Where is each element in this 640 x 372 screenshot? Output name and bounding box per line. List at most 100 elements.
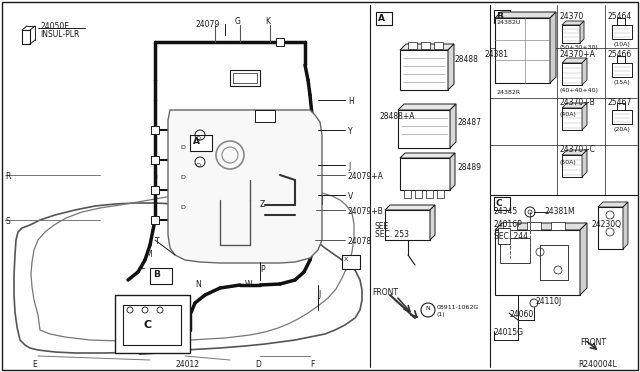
Text: 25467: 25467 <box>608 98 632 107</box>
Text: N: N <box>195 280 201 289</box>
Text: 24370: 24370 <box>560 12 584 21</box>
Bar <box>151 186 159 194</box>
Text: 08911-1062G: 08911-1062G <box>437 305 479 310</box>
Text: 24079+A: 24079+A <box>348 172 384 181</box>
Polygon shape <box>168 110 322 263</box>
Polygon shape <box>582 58 587 85</box>
Text: 28488+A: 28488+A <box>380 112 415 121</box>
Text: H: H <box>348 97 354 106</box>
Polygon shape <box>495 12 556 18</box>
Bar <box>495 230 580 295</box>
Bar <box>404 190 411 198</box>
Text: T: T <box>155 237 159 246</box>
Text: 24079+B: 24079+B <box>348 207 384 216</box>
Bar <box>276 38 284 46</box>
Text: N: N <box>426 305 430 311</box>
Text: D: D <box>180 145 185 150</box>
Bar <box>494 197 510 210</box>
Text: R: R <box>5 172 10 181</box>
Bar <box>196 216 204 224</box>
Polygon shape <box>562 150 587 155</box>
Bar <box>540 245 568 280</box>
Text: Y: Y <box>348 127 353 136</box>
Text: (20A): (20A) <box>614 127 631 132</box>
Polygon shape <box>623 202 628 249</box>
Polygon shape <box>385 205 435 210</box>
Polygon shape <box>562 103 587 108</box>
Bar <box>562 25 580 43</box>
Text: SEE: SEE <box>375 222 389 231</box>
Text: B: B <box>496 12 503 21</box>
Bar <box>437 190 444 198</box>
Bar <box>196 186 204 194</box>
Polygon shape <box>562 21 584 25</box>
Bar <box>500 238 530 263</box>
Text: S: S <box>5 217 10 226</box>
Polygon shape <box>582 103 587 130</box>
Bar <box>255 110 275 122</box>
Text: C: C <box>496 199 502 208</box>
Text: P: P <box>260 265 264 274</box>
Bar <box>408 42 417 49</box>
Bar <box>562 155 582 177</box>
Text: (1): (1) <box>437 312 445 317</box>
Text: K: K <box>265 17 270 26</box>
Text: G: G <box>235 17 241 26</box>
Polygon shape <box>550 12 556 83</box>
Polygon shape <box>398 104 456 110</box>
Text: (40A): (40A) <box>560 112 577 117</box>
Text: 24110J: 24110J <box>536 297 563 306</box>
Polygon shape <box>495 223 587 230</box>
Polygon shape <box>430 205 435 240</box>
Bar <box>503 222 517 230</box>
Bar <box>598 207 623 249</box>
Bar <box>376 12 392 25</box>
Text: 24016P: 24016P <box>494 220 523 229</box>
Text: 24381M: 24381M <box>545 207 575 216</box>
Bar <box>233 73 257 83</box>
Bar <box>551 222 565 230</box>
Polygon shape <box>400 44 454 50</box>
Text: 24370+B: 24370+B <box>560 98 596 107</box>
Text: SEC. 244: SEC. 244 <box>494 232 528 241</box>
Text: 24060: 24060 <box>510 310 534 319</box>
Bar <box>151 216 159 224</box>
Bar <box>400 50 448 90</box>
Bar <box>196 156 204 164</box>
Bar <box>251 186 259 194</box>
Bar <box>498 228 510 244</box>
Text: Q: Q <box>195 135 200 141</box>
Bar <box>385 210 430 240</box>
Text: FRONT: FRONT <box>580 338 606 347</box>
Text: 25464: 25464 <box>608 12 632 21</box>
Bar <box>495 18 550 83</box>
Text: V: V <box>348 192 353 201</box>
Text: 24079: 24079 <box>195 20 220 29</box>
Polygon shape <box>400 153 455 158</box>
Bar <box>196 126 204 134</box>
Text: (50+30+30): (50+30+30) <box>560 45 599 50</box>
Bar <box>151 156 159 164</box>
Text: A: A <box>378 14 385 23</box>
Bar <box>151 126 159 134</box>
Bar <box>398 110 450 148</box>
Text: 28489: 28489 <box>458 163 482 172</box>
Polygon shape <box>562 58 587 63</box>
Bar <box>261 156 269 164</box>
Text: 24381: 24381 <box>485 50 509 59</box>
Text: 28487: 28487 <box>458 118 482 127</box>
Bar <box>115 295 190 353</box>
Circle shape <box>421 303 435 317</box>
Bar <box>400 158 450 190</box>
Text: R240004L: R240004L <box>578 360 617 369</box>
Text: (50A): (50A) <box>560 160 577 165</box>
Text: 24015G: 24015G <box>494 328 524 337</box>
Polygon shape <box>448 44 454 90</box>
Bar <box>612 25 632 39</box>
Text: D: D <box>180 205 185 210</box>
Text: INSUL-PLR: INSUL-PLR <box>40 30 79 39</box>
Polygon shape <box>580 21 584 43</box>
Text: J: J <box>348 162 350 171</box>
Text: D: D <box>180 175 185 180</box>
Text: (40+40+40): (40+40+40) <box>560 88 599 93</box>
